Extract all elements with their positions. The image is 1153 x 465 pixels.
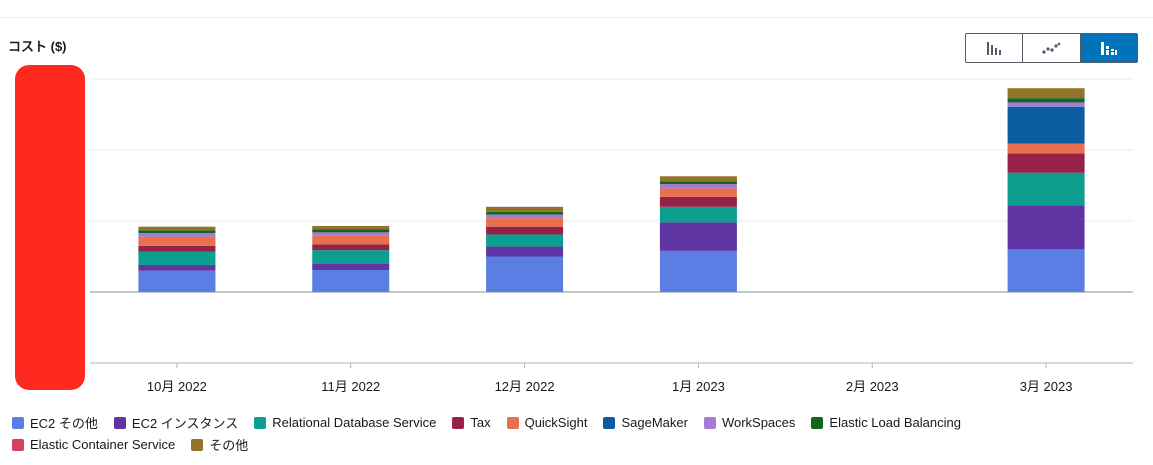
bar-segment — [1007, 153, 1085, 173]
legend-swatch — [12, 438, 24, 451]
stacked-bar-chart: 10月 2022 11月 2022 12月 2022 1月 2023 2月 2023 3月… — [90, 78, 1133, 394]
bar-segment — [486, 206, 564, 212]
redaction-block — [15, 65, 85, 390]
chart-title: コスト ($) — [8, 39, 67, 54]
legend-swatch — [113, 416, 126, 429]
legend-swatch — [452, 416, 465, 429]
line-chart-button[interactable] — [1022, 34, 1079, 62]
bar-segment — [138, 226, 216, 231]
bar-segment — [1007, 249, 1085, 292]
legend-label: Elastic Load Balancing — [829, 415, 961, 430]
line-chart-icon — [1042, 42, 1061, 54]
bar-segment — [138, 251, 216, 266]
x-tick-label: 10月 2022 — [147, 379, 207, 394]
bar-segment — [1007, 98, 1085, 103]
bar-segment — [486, 234, 564, 247]
legend-label: EC2 インスタンス — [131, 416, 239, 431]
bar-segment — [138, 233, 216, 237]
x-tick-label: 11月 2022 — [321, 379, 380, 394]
bar-segment — [659, 222, 737, 251]
bar-segment — [312, 269, 390, 292]
bar-segment — [659, 176, 737, 182]
bar-segment — [659, 188, 737, 197]
bar-segment — [659, 181, 737, 185]
legend-item[interactable]: SageMaker — [603, 414, 688, 431]
top-divider — [0, 17, 1153, 18]
legend-label: EC2 その他 — [30, 416, 98, 431]
legend-label: Tax — [470, 415, 491, 430]
x-tick-label: 1月 2023 — [672, 379, 725, 394]
x-tick-label: 12月 2022 — [495, 379, 555, 394]
legend-item[interactable]: その他 — [191, 436, 248, 453]
chart-type-toggle — [965, 33, 1138, 63]
bar-segment — [1007, 172, 1085, 206]
legend-swatch — [506, 416, 519, 429]
legend-label: Relational Database Service — [272, 415, 437, 430]
bar-segment — [659, 250, 737, 292]
bar-segment — [486, 246, 564, 257]
legend-item[interactable]: EC2 インスタンス — [113, 414, 239, 431]
bar-segment — [659, 206, 737, 223]
bar-segment — [1007, 106, 1085, 144]
legend-swatch — [603, 416, 616, 429]
legend-item[interactable]: EC2 その他 — [12, 414, 98, 431]
bar-segment — [312, 244, 390, 251]
bar-segment — [138, 265, 216, 271]
legend-item[interactable]: Relational Database Service — [254, 414, 436, 431]
bar-segment — [312, 232, 390, 236]
bar-segment — [312, 263, 390, 270]
bar-segment — [659, 184, 737, 189]
bar-segment — [486, 214, 564, 219]
legend-label: Elastic Container Service — [30, 437, 176, 452]
x-tick-label: 2月 2023 — [846, 379, 899, 394]
bar-segment — [138, 270, 216, 292]
legend-item[interactable]: Elastic Load Balancing — [811, 414, 961, 431]
legend-label: WorkSpaces — [721, 415, 796, 430]
bar-segment — [312, 250, 390, 264]
x-tick-label: 3月 2023 — [1020, 379, 1073, 394]
legend-item[interactable]: Tax — [452, 414, 491, 431]
legend-item[interactable]: Elastic Container Service — [12, 436, 175, 453]
bar-segment — [312, 235, 390, 245]
legend-item[interactable]: WorkSpaces — [703, 414, 796, 431]
bar-segment — [1007, 88, 1085, 99]
bar-segment — [659, 196, 737, 207]
stacked-bar-chart-button[interactable] — [1079, 34, 1137, 62]
bar-segment — [1007, 205, 1085, 250]
legend-label: SageMaker — [621, 415, 688, 430]
legend-swatch — [254, 416, 267, 429]
bar-chart-icon — [987, 42, 1002, 55]
legend-swatch — [811, 416, 824, 429]
bar-segment — [138, 245, 216, 252]
bar-segment — [1007, 143, 1085, 154]
legend-swatch — [703, 416, 716, 429]
legend-item[interactable]: QuickSight — [506, 414, 588, 431]
bar-segment — [486, 218, 564, 227]
legend-label: その他 — [209, 438, 249, 453]
bar-segment — [1007, 102, 1085, 107]
bar-segment — [486, 256, 564, 292]
bar-segment — [138, 236, 216, 246]
chart-legend: EC2 その他 EC2 インスタンス Relational Database Ser… — [12, 414, 1142, 453]
bar-segment — [486, 226, 564, 235]
stacked-bar-chart-icon — [1100, 42, 1117, 55]
bar-segment — [486, 211, 564, 215]
bar-segment — [312, 225, 390, 230]
bar-chart-button[interactable] — [966, 34, 1022, 62]
legend-swatch — [191, 438, 204, 451]
bar-segment — [138, 230, 216, 234]
legend-swatch — [12, 416, 24, 429]
bar-segment — [312, 229, 390, 233]
legend-label: QuickSight — [524, 415, 588, 430]
